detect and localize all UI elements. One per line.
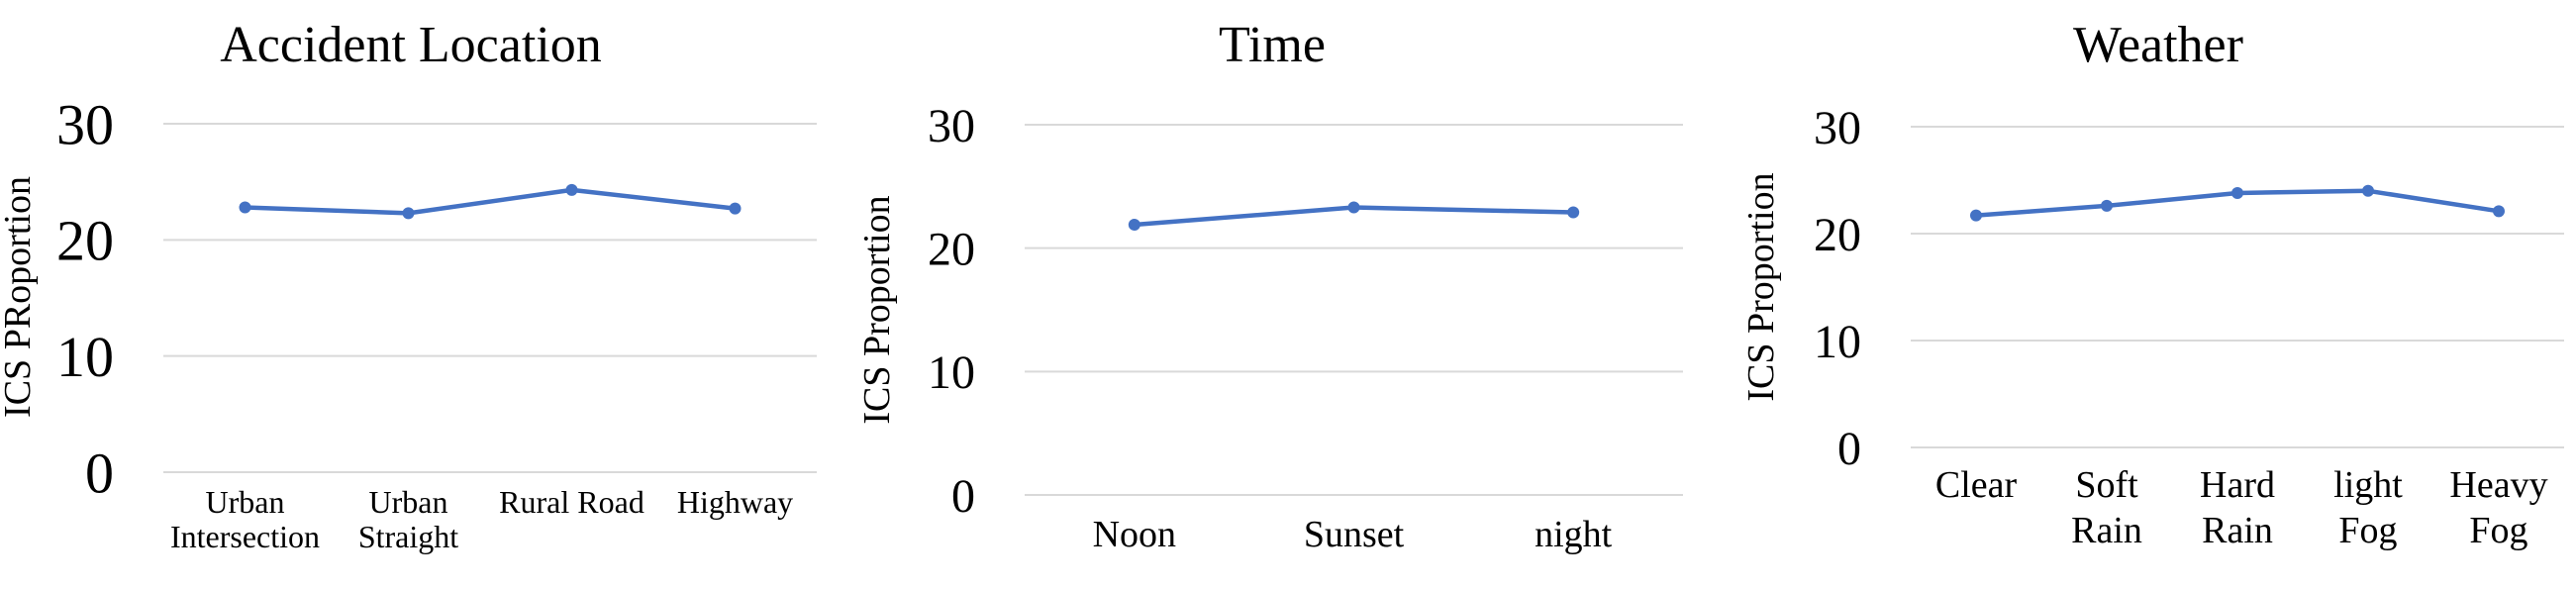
x-category-label: Clear	[1935, 464, 2018, 506]
x-category-label: Noon	[1093, 514, 1176, 555]
x-category-label: Soft Rain	[2071, 464, 2142, 551]
data-point	[565, 183, 578, 196]
y-axis-label: ICS Proportion	[856, 195, 898, 424]
y-tick-label: 30	[56, 92, 114, 156]
data-point	[2231, 186, 2243, 199]
data-point	[1347, 201, 1360, 214]
y-tick-label: 0	[85, 441, 114, 505]
data-point	[2493, 205, 2505, 218]
x-category-label: Heavy Fog	[2449, 464, 2547, 551]
data-point	[402, 207, 415, 220]
chart-title: Time	[1219, 17, 1326, 73]
y-tick-label: 0	[1837, 423, 1861, 475]
y-tick-label: 30	[928, 100, 975, 152]
y-tick-label: 20	[1814, 209, 1861, 261]
data-point	[2362, 184, 2374, 197]
chart-panel-1: 0 10 20 30 Accident Location ICS PRoportion Ur…	[0, 17, 817, 554]
x-category-label: night	[1535, 514, 1613, 555]
x-category-label: light Fog	[2333, 464, 2403, 551]
y-axis-label: ICS Proportion	[1740, 172, 1782, 401]
x-category-label: Highway	[677, 484, 793, 520]
x-category-label: Urban Intersection	[170, 484, 320, 554]
chart-panel-3: 0 10 20 30 Weather ICS Proportion Clear Soft Rai…	[1740, 17, 2564, 551]
chart-title: Weather	[2073, 17, 2243, 73]
y-tick-label: 20	[928, 223, 975, 275]
y-tick-label: 30	[1814, 102, 1861, 154]
x-category-label: Sunset	[1304, 514, 1405, 555]
data-point	[2101, 199, 2113, 212]
chart-title: Accident Location	[220, 17, 602, 73]
y-tick-label: 20	[56, 209, 114, 273]
data-point	[239, 201, 251, 214]
x-category-label: Rural Road	[499, 484, 644, 520]
y-tick-label: 0	[951, 470, 975, 523]
x-category-label: Hard Rain	[2200, 464, 2275, 551]
data-point	[1128, 218, 1140, 231]
x-category-label: Urban Straight	[358, 484, 458, 554]
data-point	[729, 202, 742, 215]
data-point	[1970, 209, 1982, 222]
chart-panel-2: 0 10 20 30 Time ICS Proportion Noon Sunset night	[856, 17, 1683, 555]
y-tick-label: 10	[1814, 316, 1861, 368]
series-line	[243, 187, 738, 216]
data-point	[1567, 206, 1580, 219]
y-tick-label: 10	[56, 325, 114, 389]
y-axis-label: ICS PRoportion	[0, 176, 39, 418]
y-tick-label: 10	[928, 346, 975, 399]
